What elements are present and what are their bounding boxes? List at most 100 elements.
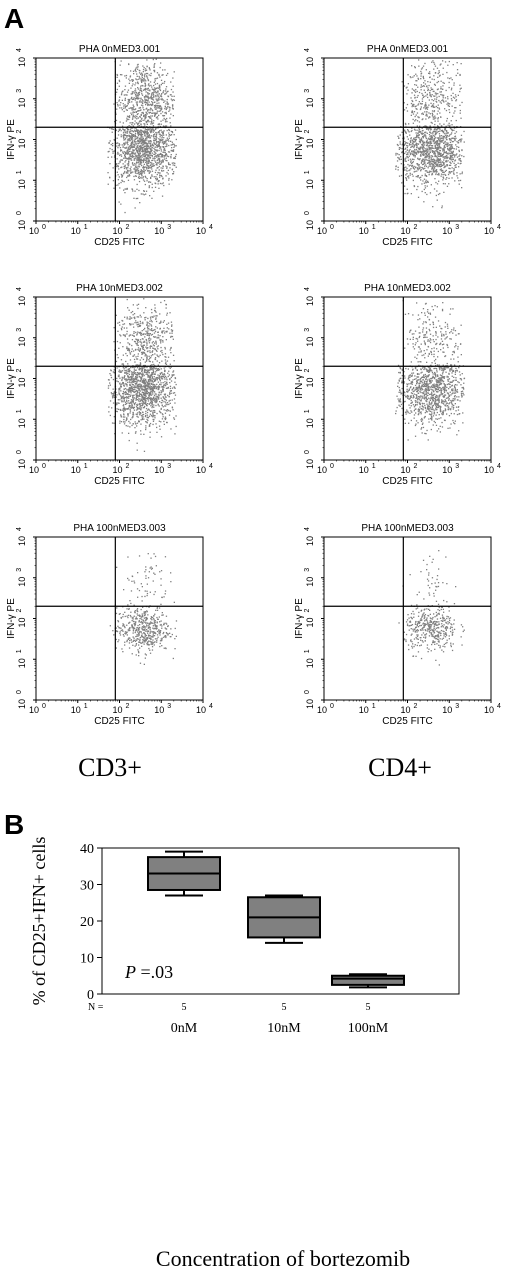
- data-point: [131, 137, 133, 140]
- data-point: [142, 193, 144, 195]
- data-point: [113, 156, 116, 158]
- data-point: [424, 153, 427, 155]
- data-point: [171, 179, 173, 181]
- data-point: [438, 139, 440, 141]
- data-point: [123, 139, 125, 141]
- data-point: [443, 163, 445, 165]
- data-point: [426, 151, 429, 153]
- data-point: [143, 370, 146, 372]
- data-point: [118, 370, 120, 373]
- data-point: [164, 405, 166, 407]
- data-point: [447, 124, 449, 126]
- data-point: [138, 132, 140, 134]
- data-point: [124, 164, 126, 166]
- data-point: [129, 172, 132, 174]
- data-point: [415, 132, 417, 134]
- data-point: [132, 399, 134, 401]
- data-point: [164, 417, 166, 420]
- data-point: [135, 159, 138, 161]
- data-point: [158, 105, 161, 108]
- data-point: [168, 128, 170, 131]
- data-point: [121, 400, 123, 403]
- data-point: [128, 146, 130, 148]
- data-point: [130, 143, 132, 145]
- data-point: [431, 122, 433, 124]
- data-point: [413, 141, 415, 143]
- data-point: [428, 144, 430, 147]
- data-point: [461, 149, 463, 152]
- data-point: [124, 391, 126, 394]
- data-point: [119, 96, 121, 98]
- data-point: [137, 384, 139, 386]
- data-point: [416, 150, 418, 152]
- data-point: [125, 74, 128, 77]
- data-point: [434, 106, 436, 108]
- data-point: [128, 397, 130, 399]
- data-point: [156, 107, 158, 109]
- data-point: [156, 162, 158, 164]
- data-point: [142, 321, 144, 323]
- data-point: [418, 167, 420, 169]
- data-point: [444, 170, 446, 172]
- data-point: [427, 145, 429, 147]
- data-point: [166, 171, 168, 174]
- data-point: [123, 396, 125, 399]
- data-point: [438, 158, 440, 160]
- data-point: [118, 369, 121, 371]
- data-point: [144, 114, 146, 116]
- data-point: [157, 171, 159, 174]
- data-point: [154, 160, 156, 162]
- data-point: [410, 102, 413, 105]
- data-point: [151, 330, 154, 332]
- data-point: [146, 366, 148, 369]
- data-point: [123, 418, 125, 421]
- data-point: [403, 168, 405, 170]
- data-point: [424, 192, 426, 194]
- data-point: [157, 364, 159, 366]
- data-point: [414, 140, 416, 143]
- data-point: [143, 450, 146, 452]
- data-point: [434, 167, 436, 169]
- data-point: [156, 116, 158, 119]
- data-point: [140, 146, 142, 148]
- data-point: [126, 139, 129, 141]
- data-point: [437, 130, 440, 133]
- data-point: [426, 149, 428, 151]
- data-point: [145, 108, 147, 110]
- data-point: [142, 141, 144, 143]
- data-point: [126, 141, 129, 143]
- data-point: [413, 138, 415, 140]
- data-point: [136, 161, 138, 163]
- data-point: [124, 107, 126, 109]
- data-point: [137, 407, 139, 409]
- data-point: [431, 150, 433, 152]
- data-point: [143, 66, 145, 69]
- data-point: [134, 92, 136, 94]
- data-point: [172, 374, 174, 376]
- data-point: [144, 149, 146, 151]
- data-point: [141, 377, 143, 380]
- data-point: [128, 148, 130, 150]
- data-point: [433, 95, 435, 97]
- data-point: [146, 77, 149, 79]
- data-point: [407, 74, 409, 76]
- data-point: [443, 150, 445, 152]
- data-point: [127, 148, 129, 150]
- data-point: [153, 390, 155, 393]
- data-point: [443, 136, 445, 139]
- data-point: [421, 133, 423, 136]
- data-point: [424, 167, 426, 169]
- data-point: [400, 174, 403, 177]
- data-point: [151, 104, 153, 106]
- data-point: [138, 173, 140, 176]
- data-point: [428, 160, 430, 162]
- data-point: [131, 91, 133, 93]
- data-point: [422, 150, 425, 152]
- data-point: [140, 407, 143, 409]
- data-point: [417, 104, 419, 106]
- data-point: [147, 96, 150, 98]
- data-point: [113, 392, 115, 394]
- data-point: [163, 134, 165, 136]
- data-point: [165, 153, 167, 155]
- data-point: [136, 392, 139, 394]
